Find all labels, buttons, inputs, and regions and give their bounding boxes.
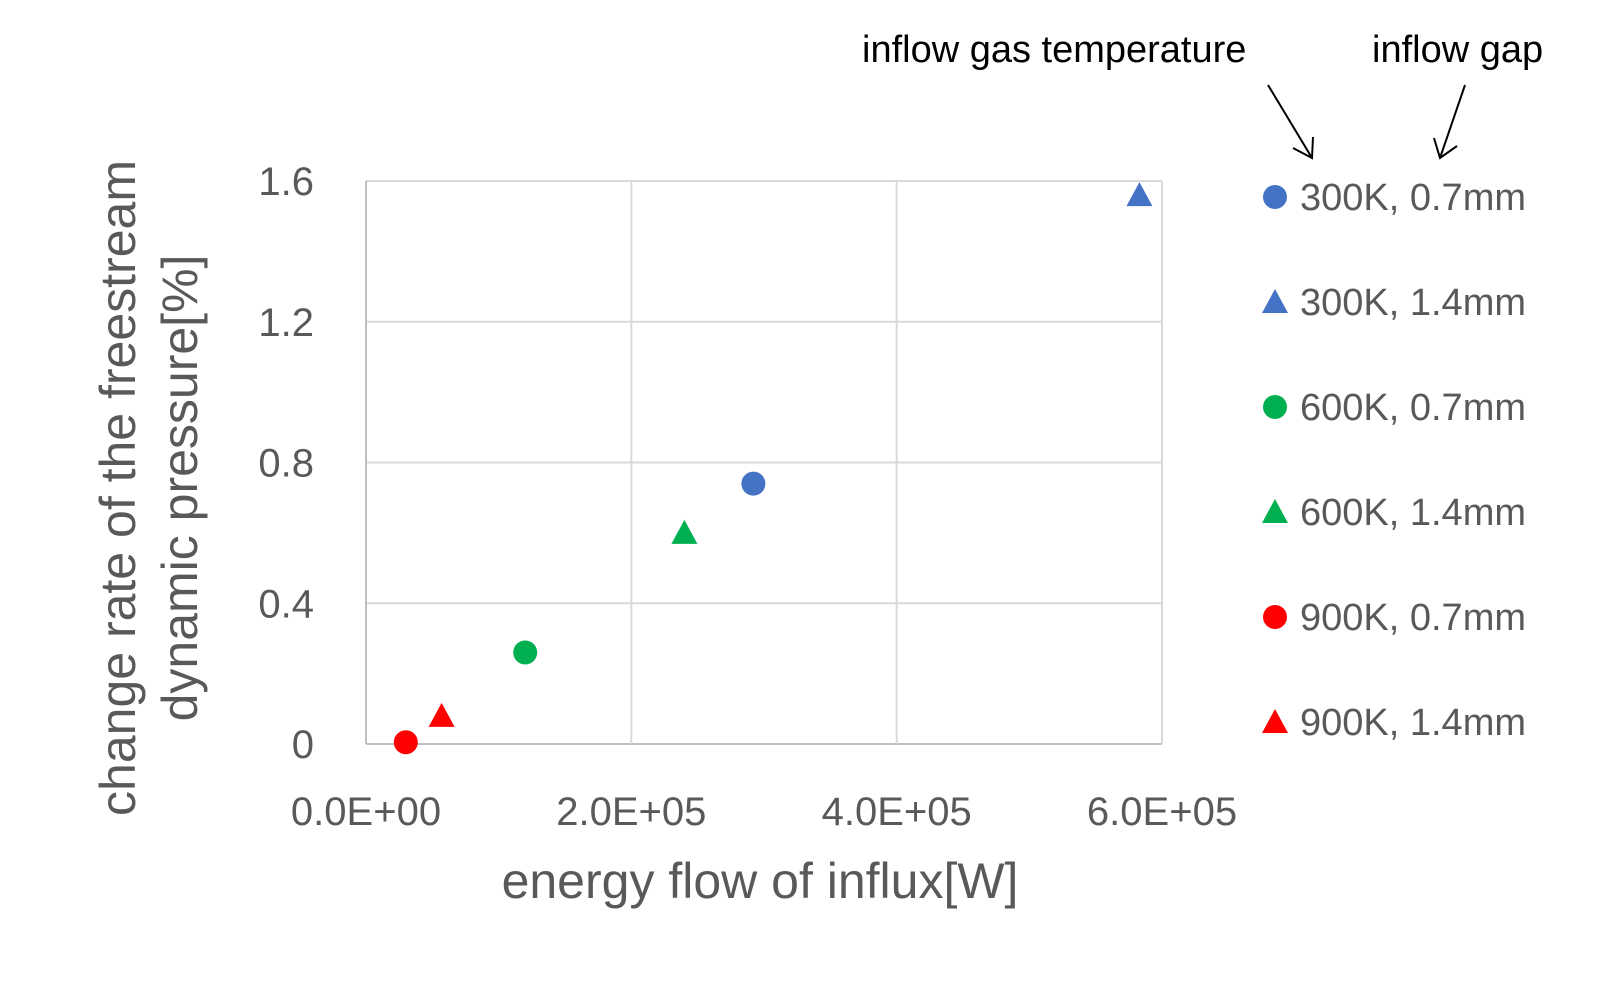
- y-tick-label: 0: [292, 723, 314, 767]
- legend-item: 600K, 0.7mm: [1263, 387, 1526, 429]
- y-tick-label: 0.4: [258, 582, 314, 626]
- legend-label: 300K, 1.4mm: [1300, 282, 1526, 324]
- legend-item: 600K, 1.4mm: [1262, 492, 1526, 534]
- data-point-triangle: [1126, 182, 1153, 207]
- y-axis-title-line-1: change rate of the freestream: [90, 160, 146, 816]
- legend-annotations: inflow gas temperature inflow gap: [862, 29, 1543, 160]
- annotation-inflow-gas-temperature: inflow gas temperature: [862, 29, 1246, 71]
- x-tick-label: 2.0E+05: [556, 790, 706, 834]
- x-tick-label: 4.0E+05: [822, 790, 972, 834]
- legend-label: 600K, 1.4mm: [1300, 492, 1526, 534]
- data-point-circle: [513, 640, 538, 665]
- legend-label: 900K, 0.7mm: [1300, 597, 1526, 639]
- legend-marker-triangle: [1262, 499, 1288, 524]
- legend-item: 300K, 0.7mm: [1263, 177, 1526, 219]
- data-point-triangle: [428, 702, 455, 727]
- x-axis-title: energy flow of influx[W]: [502, 853, 1019, 909]
- x-tick-label: 6.0E+05: [1087, 790, 1237, 834]
- legend-label: 900K, 1.4mm: [1300, 702, 1526, 744]
- y-tick-label: 0.8: [258, 442, 314, 486]
- legend-marker-circle: [1263, 395, 1287, 419]
- x-axis-ticks: 0.0E+00 2.0E+05 4.0E+05 6.0E+05: [291, 790, 1237, 834]
- data-point-circle: [393, 730, 418, 755]
- legend-item: 900K, 1.4mm: [1262, 702, 1526, 744]
- legend-label: 600K, 0.7mm: [1300, 387, 1526, 429]
- y-axis-title: change rate of the freestream dynamic pr…: [90, 160, 208, 816]
- y-axis-title-line-2: dynamic pressure[%]: [152, 255, 208, 722]
- legend-marker-circle: [1263, 605, 1287, 629]
- legend-marker-triangle: [1262, 709, 1288, 734]
- annotation-arrow-temperature: [1267, 84, 1314, 160]
- legend-label: 300K, 0.7mm: [1300, 177, 1526, 219]
- grid-lines: [365, 180, 1163, 745]
- legend-item: 300K, 1.4mm: [1262, 282, 1526, 324]
- legend: 300K, 0.7mm 300K, 1.4mm 600K, 0.7mm 600K, 1…: [1262, 177, 1526, 744]
- legend-marker-triangle: [1262, 289, 1288, 314]
- legend-marker-circle: [1263, 185, 1287, 209]
- x-tick-label: 0.0E+00: [291, 790, 441, 834]
- data-points: [393, 182, 1153, 755]
- legend-item: 900K, 0.7mm: [1263, 597, 1526, 639]
- annotation-inflow-gap: inflow gap: [1372, 29, 1543, 71]
- annotation-arrow-gap: [1433, 84, 1466, 160]
- y-tick-label: 1.2: [258, 301, 314, 345]
- y-axis-ticks: 0 0.4 0.8 1.2 1.6: [258, 160, 314, 767]
- data-point-circle: [741, 471, 766, 496]
- data-point-triangle: [671, 519, 698, 544]
- y-tick-label: 1.6: [258, 160, 314, 204]
